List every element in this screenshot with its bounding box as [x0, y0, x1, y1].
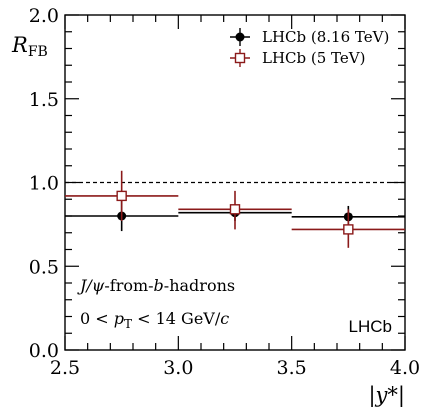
point-marker — [229, 204, 241, 215]
legend-marker-5tev — [234, 52, 246, 64]
legend-entry-8tev: LHCb (8.16 TeV) — [230, 28, 389, 46]
axis-ticks: 2.5 3.0 3.5 4.0 0.0 0.5 1.0 1.5 2.0 — [29, 5, 420, 379]
annotation-process-from: -from- — [104, 276, 153, 295]
annotation-range-right: < 14 GeV/ — [132, 309, 221, 328]
point-marker — [343, 224, 354, 235]
y-axis-title: RFB — [11, 33, 48, 60]
series-1 — [65, 170, 405, 248]
annotation-range: 0 < pT < 14 GeV/c — [80, 309, 229, 331]
annotation-range-left: 0 < — [80, 309, 114, 328]
x-tick-label: 4.0 — [390, 357, 420, 379]
annotation-process-hadrons: -hadrons — [164, 276, 235, 295]
x-tick-label: 3.5 — [277, 357, 307, 379]
legend-label-5tev: LHCb (5 TeV) — [262, 49, 365, 67]
legend-entry-5tev: LHCb (5 TeV) — [230, 49, 365, 67]
x-tick-label: 3.0 — [163, 357, 193, 379]
y-tick-label: 2.0 — [29, 5, 59, 27]
legend-marker-8tev — [235, 32, 245, 42]
annotation-process: J/ψ-from-b-hadrons — [77, 276, 235, 295]
annotation-range-c: c — [220, 309, 229, 328]
y-axis-title-sub: FB — [28, 44, 48, 60]
annotation-process-jpsi: J/ψ — [77, 276, 105, 295]
annotation-range-sub: T — [124, 317, 132, 331]
y-tick-label: 1.5 — [29, 89, 59, 111]
y-axis-title-main: R — [11, 33, 28, 57]
annotation-process-b: b — [154, 276, 164, 295]
point-marker — [116, 190, 127, 202]
annotation-range-var: p — [114, 309, 124, 328]
y-tick-label: 0.0 — [29, 340, 59, 362]
legend: LHCb (8.16 TeV) LHCb (5 TeV) — [230, 28, 389, 67]
x-axis-title: |y*| — [368, 383, 405, 408]
x-tick-label: 2.5 — [50, 357, 80, 379]
y-tick-label: 1.0 — [29, 173, 59, 195]
data-point — [65, 170, 179, 222]
lhcb-label: LHCb — [349, 317, 392, 336]
legend-label-8tev: LHCb (8.16 TeV) — [262, 28, 389, 46]
data-point — [178, 190, 292, 230]
series-group — [65, 170, 405, 248]
y-tick-label: 0.5 — [29, 256, 59, 278]
data-point — [291, 209, 405, 248]
